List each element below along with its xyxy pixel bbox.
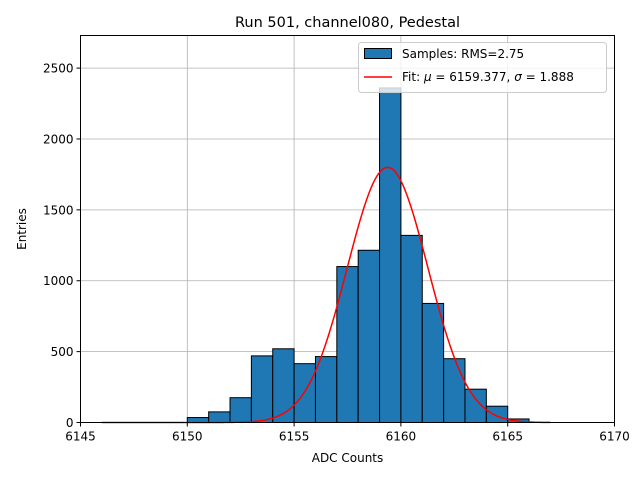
legend-histogram-swatch (364, 48, 392, 59)
y-tick-label: 1500 (43, 203, 74, 217)
x-axis: 6145 6150 6155 6160 6165 6170 (65, 422, 630, 444)
chart-title: Run 501, channel080, Pedestal (235, 15, 460, 31)
histogram-bar (250, 355, 274, 423)
x-tick-label: 6155 (279, 430, 310, 444)
legend-fit-sigma-symbol: σ (514, 70, 522, 84)
x-tick-label: 6160 (386, 430, 417, 444)
histogram-bar (336, 266, 359, 424)
histogram-bar (485, 405, 509, 424)
legend-box (358, 42, 607, 93)
histogram-bar (400, 234, 423, 423)
y-axis-label: Entries (15, 208, 29, 250)
y-tick-label: 2000 (43, 132, 74, 146)
legend-histogram-label: Samples: RMS=2.75 (402, 47, 524, 61)
histogram-bar (272, 348, 295, 423)
grid-lines (80, 35, 615, 423)
histogram-bar (293, 363, 316, 423)
histogram-bars (186, 87, 530, 424)
histogram-bar (229, 397, 252, 424)
histogram-bar (464, 388, 487, 423)
plot-frame (80, 35, 615, 423)
y-tick-label: 0 (66, 416, 74, 430)
legend-fit-mu-symbol: μ (423, 70, 432, 84)
histogram-bar (421, 302, 445, 423)
histogram-bar (208, 411, 231, 424)
legend-fit-sigma-value: 1.888 (539, 70, 573, 84)
x-tick-label: 6165 (492, 430, 523, 444)
legend-fit-label: Fit: μ = 6159.377, σ = 1.888 (402, 70, 574, 84)
y-tick-label: 500 (51, 345, 74, 359)
legend: Samples: RMS=2.75 Fit: μ = 6159.377, σ =… (358, 42, 607, 93)
y-tick-label: 1000 (43, 274, 74, 288)
legend-fit-mu-value: 6159.377 (449, 70, 506, 84)
histogram-bar (357, 249, 381, 423)
histogram-bar (314, 356, 338, 424)
x-tick-label: 6150 (172, 430, 203, 444)
histogram-bar (379, 87, 402, 423)
y-tick-label: 2500 (43, 62, 74, 76)
y-axis: 0 500 1000 1500 2000 2500 (43, 62, 81, 430)
x-tick-label: 6145 (65, 430, 96, 444)
histogram-bar (443, 358, 466, 424)
x-tick-label: 6170 (599, 430, 630, 444)
legend-fit-prefix: Fit: (402, 70, 420, 84)
x-axis-label: ADC Counts (312, 451, 384, 465)
